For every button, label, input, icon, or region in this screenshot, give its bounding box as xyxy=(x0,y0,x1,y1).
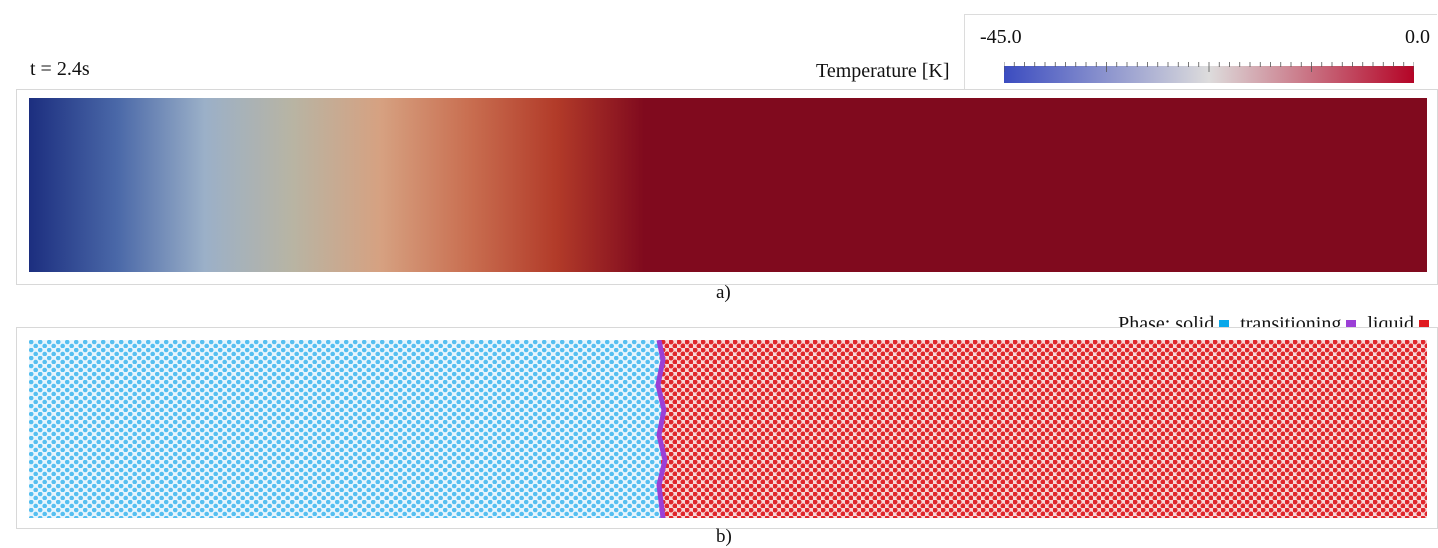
panel-a-caption: a) xyxy=(716,282,731,303)
colorbar-ticks xyxy=(1004,62,1414,72)
colorbar-title: Temperature [K] xyxy=(816,60,950,82)
colorbar-max-label: 0.0 xyxy=(1405,26,1430,48)
liquid-region xyxy=(661,340,1427,518)
temperature-field-fill xyxy=(29,98,1427,272)
colorbar-min-label: -45.0 xyxy=(980,26,1022,48)
legend-solid-swatch xyxy=(1219,319,1230,330)
temperature-colorbar xyxy=(1004,62,1414,83)
solid-region xyxy=(29,340,661,518)
legend-liquid-swatch xyxy=(1419,319,1429,330)
panel-b-caption: b) xyxy=(716,526,732,547)
phase-field xyxy=(29,340,1427,518)
transition-front xyxy=(655,340,668,518)
legend-transitioning-swatch xyxy=(1346,319,1357,330)
temperature-field xyxy=(29,98,1427,272)
time-label: t = 2.4s xyxy=(30,58,90,80)
